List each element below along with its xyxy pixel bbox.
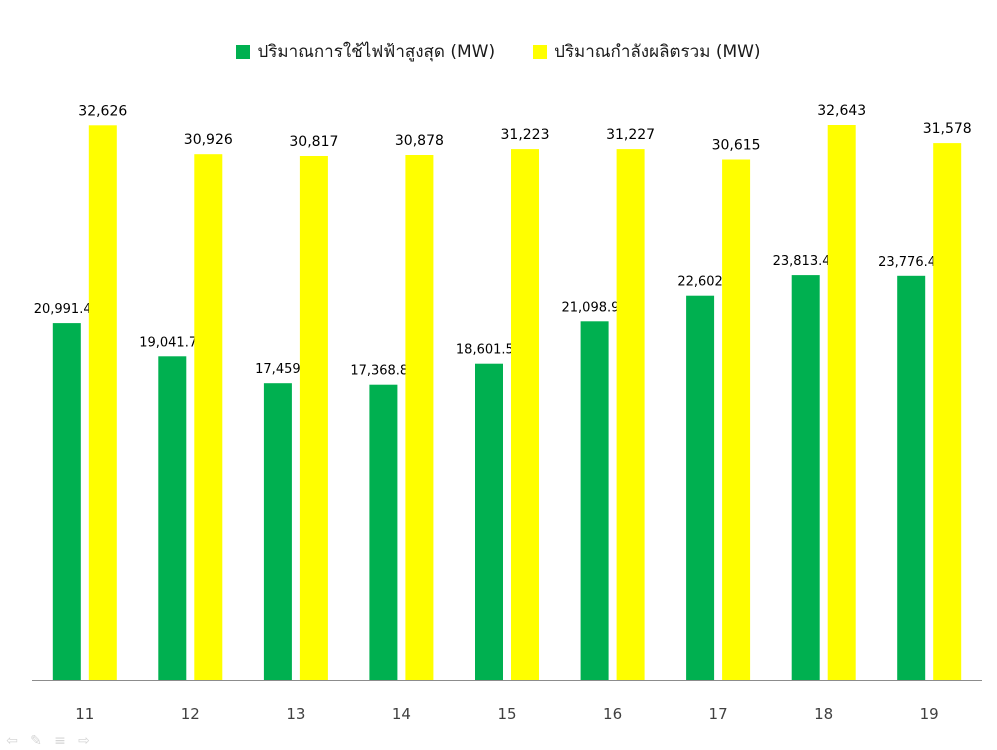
x-tick-label-17: 17 <box>709 705 728 723</box>
data-label-peak-demand-11: 20,991.40 <box>34 302 100 317</box>
data-label-total-capacity-18: 32,643 <box>817 103 866 119</box>
data-label-peak-demand-17: 22,602 <box>677 275 723 290</box>
data-label-total-capacity-17: 30,615 <box>712 138 761 154</box>
x-tick-label-15: 15 <box>497 705 516 723</box>
data-label-total-capacity-12: 30,926 <box>184 132 233 148</box>
bar-peak-demand-15 <box>475 363 503 680</box>
x-tick-label-12: 12 <box>181 705 200 723</box>
legend-label-peak-demand: ปริมาณการใช้ไฟฟ้าสูงสุด (MW) <box>257 42 496 62</box>
pen-icon[interactable]: ✎ <box>30 733 42 749</box>
data-label-total-capacity-14: 30,878 <box>395 133 444 149</box>
bar-peak-demand-14 <box>369 384 398 680</box>
x-tick-label-19: 19 <box>920 705 939 723</box>
data-label-peak-demand-14: 17,368.80 <box>350 364 416 379</box>
data-label-peak-demand-18: 23,813.40 <box>773 254 839 269</box>
data-label-peak-demand-19: 23,776.40 <box>878 255 944 270</box>
data-label-total-capacity-19: 31,578 <box>923 121 972 137</box>
bar-total-capacity-15 <box>511 149 539 681</box>
menu-icon[interactable]: ≡ <box>54 733 66 749</box>
data-label-peak-demand-16: 21,098.90 <box>562 300 628 315</box>
bar-peak-demand-18 <box>791 275 820 680</box>
x-tick-label-14: 14 <box>392 705 411 723</box>
x-tick-label-13: 13 <box>286 705 305 723</box>
data-label-peak-demand-12: 19,041.70 <box>139 335 205 350</box>
data-label-peak-demand-15: 18,601.50 <box>456 343 522 358</box>
legend-swatch-peak-demand <box>236 44 251 59</box>
bar-total-capacity-12 <box>194 154 223 680</box>
bar-total-capacity-19 <box>933 143 962 681</box>
bar-total-capacity-18 <box>827 125 856 680</box>
x-tick-label-16: 16 <box>603 705 622 723</box>
legend-label-total-capacity: ปริมาณกำลังผลิตรวม (MW) <box>554 42 761 62</box>
arrow-left-icon[interactable]: ⇦ <box>6 733 18 749</box>
bar-total-capacity-17 <box>722 159 751 680</box>
data-label-total-capacity-15: 31,223 <box>501 127 550 143</box>
bar-peak-demand-16 <box>580 321 609 680</box>
bar-total-capacity-16 <box>616 149 645 681</box>
slideshow-controls: ⇦ ✎ ≡ ⇨ <box>4 734 92 748</box>
data-label-total-capacity-13: 30,817 <box>289 134 338 150</box>
legend-item-peak-demand: ปริมาณการใช้ไฟฟ้าสูงสุด (MW) <box>236 38 495 65</box>
legend-item-total-capacity: ปริมาณกำลังผลิตรวม (MW) <box>533 38 761 65</box>
bar-total-capacity-13 <box>299 156 328 680</box>
bar-peak-demand-12 <box>158 356 187 680</box>
data-label-total-capacity-11: 32,626 <box>78 103 127 119</box>
bar-peak-demand-17 <box>686 295 715 680</box>
x-tick-label-11: 11 <box>75 705 94 723</box>
bar-total-capacity-11 <box>88 125 117 681</box>
bar-peak-demand-11 <box>52 323 81 680</box>
bar-peak-demand-13 <box>263 383 292 680</box>
chart-legend: ปริมาณการใช้ไฟฟ้าสูงสุด (MW) ปริมาณกำลัง… <box>0 38 997 65</box>
legend-swatch-total-capacity <box>533 44 548 59</box>
arrow-right-icon[interactable]: ⇨ <box>78 733 90 749</box>
x-tick-label-18: 18 <box>814 705 833 723</box>
bar-peak-demand-19 <box>897 275 926 680</box>
data-label-peak-demand-13: 17,459 <box>255 362 301 377</box>
data-label-total-capacity-16: 31,227 <box>606 127 655 143</box>
bar-total-capacity-14 <box>405 155 434 680</box>
